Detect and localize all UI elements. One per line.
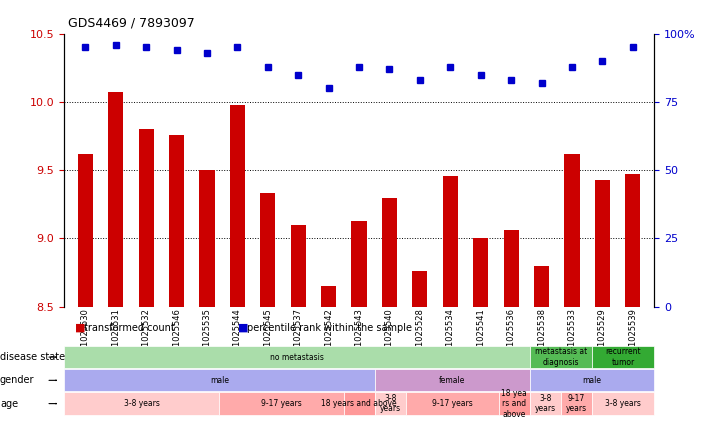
Bar <box>351 221 367 307</box>
Text: 9-17 years: 9-17 years <box>432 399 473 408</box>
Text: 18 years and above: 18 years and above <box>321 399 397 408</box>
Text: 9-17 years: 9-17 years <box>261 399 301 408</box>
Bar <box>108 93 123 307</box>
Text: 18 yea
rs and
above: 18 yea rs and above <box>501 389 528 418</box>
Text: male: male <box>582 376 602 385</box>
Text: no metastasis: no metastasis <box>270 353 324 362</box>
Bar <box>230 105 245 307</box>
Bar <box>412 271 427 307</box>
Bar <box>625 174 641 307</box>
Text: percentile rank within the sample: percentile rank within the sample <box>247 323 412 333</box>
Text: male: male <box>210 376 229 385</box>
Text: female: female <box>439 376 466 385</box>
Text: 9-17
years: 9-17 years <box>566 394 587 413</box>
Bar <box>595 180 610 307</box>
Text: 3-8
years: 3-8 years <box>535 394 556 413</box>
Text: disease state: disease state <box>0 352 65 362</box>
Text: age: age <box>0 398 18 409</box>
Text: GDS4469 / 7893097: GDS4469 / 7893097 <box>68 16 194 30</box>
Text: ■: ■ <box>238 323 249 333</box>
Text: gender: gender <box>0 375 35 385</box>
Bar <box>473 239 488 307</box>
Bar <box>503 230 519 307</box>
Text: 3-8
years: 3-8 years <box>380 394 401 413</box>
Text: 3-8 years: 3-8 years <box>124 399 159 408</box>
Text: recurrent
tumor: recurrent tumor <box>605 347 641 367</box>
Bar <box>321 286 336 307</box>
Bar <box>199 170 215 307</box>
Bar <box>77 154 93 307</box>
Bar <box>443 176 458 307</box>
Text: 3-8 years: 3-8 years <box>605 399 641 408</box>
Bar <box>169 135 184 307</box>
Bar <box>139 129 154 307</box>
Text: ■: ■ <box>75 323 85 333</box>
Text: metastasis at
diagnosis: metastasis at diagnosis <box>535 347 587 367</box>
Bar <box>291 225 306 307</box>
Text: transformed count: transformed count <box>84 323 175 333</box>
Bar <box>260 193 275 307</box>
Bar <box>565 154 579 307</box>
Bar <box>534 266 549 307</box>
Bar <box>382 198 397 307</box>
